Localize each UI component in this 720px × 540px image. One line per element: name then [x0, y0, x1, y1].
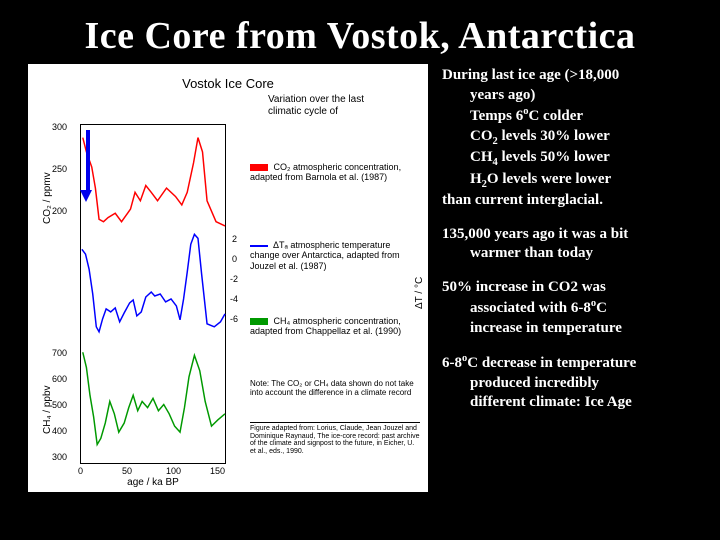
x-axis-label: age / ka BP [80, 477, 226, 488]
ytick-dt-3: -4 [230, 294, 238, 304]
legend-swatch-ch4 [250, 318, 268, 325]
legend-ch4: CH₄ atmospheric concentration, adapted f… [250, 316, 418, 337]
text-block-4: 6-8oC decrease in temperature produced i… [442, 352, 706, 413]
legend-text-co2: CO₂ atmospheric concentration, adapted f… [250, 162, 401, 182]
t3-l3: increase in temperature [442, 319, 706, 339]
ytick-dt-0: 2 [232, 234, 237, 244]
legend-text-dt: ΔTₐ atmospheric temperature change over … [250, 240, 400, 271]
legend-swatch-co2 [250, 164, 268, 171]
xtick-2: 100 [166, 466, 181, 476]
ytick-ch4-4: 300 [52, 452, 67, 462]
ytick-ch4-1: 600 [52, 374, 67, 384]
y-label-co2: CO₂ / ppmv [42, 172, 53, 224]
arrow-down-icon [80, 190, 92, 202]
t1-l5: CH4 levels 50% lower [442, 148, 706, 170]
arrow-shaft [86, 130, 90, 190]
xtick-1: 50 [122, 466, 132, 476]
ytick-ch4-3: 400 [52, 426, 67, 436]
t1-l4: CO2 levels 30% lower [442, 127, 706, 149]
slide-title: Ice Core from Vostok, Antarctica [0, 0, 720, 64]
ytick-ch4-0: 700 [52, 348, 67, 358]
t2-l2: warmer than today [442, 244, 706, 264]
t2-l1: 135,000 years ago it was a bit [442, 225, 706, 245]
content-row: Vostok Ice Core Variation over the last … [0, 64, 720, 532]
ytick-co2-0: 300 [52, 122, 67, 132]
text-panel: During last ice age (>18,000 years ago) … [442, 64, 706, 522]
t1-l2: years ago) [442, 86, 706, 106]
y-label-dt: ΔT / °C [414, 277, 425, 309]
plot-area [80, 124, 226, 464]
chart-panel: Vostok Ice Core Variation over the last … [28, 64, 428, 492]
t1-l1: During last ice age (>18,000 [442, 66, 706, 86]
chart-title: Vostok Ice Core [28, 76, 428, 91]
t4-l3: different climate: Ice Age [442, 393, 706, 413]
t4-l2: produced incredibly [442, 374, 706, 394]
chart-note: Note: The CO₂ or CH₄ data shown do not t… [250, 380, 420, 398]
ytick-co2-2: 200 [52, 206, 67, 216]
ytick-dt-2: -2 [230, 274, 238, 284]
chart-traces [81, 125, 225, 463]
legend-text-ch4: CH₄ atmospheric concentration, adapted f… [250, 316, 401, 336]
text-block-3: 50% increase in CO2 was associated with … [442, 278, 706, 339]
ytick-ch4-2: 500 [52, 400, 67, 410]
legend-line-dt [250, 245, 268, 247]
t4-l1: 6-8oC decrease in temperature [442, 352, 706, 374]
ytick-co2-1: 250 [52, 164, 67, 174]
t1-l7: than current interglacial. [442, 191, 706, 211]
t3-l1: 50% increase in CO2 was [442, 278, 706, 298]
t3-l2: associated with 6-8oC [442, 297, 706, 319]
legend-dt: ΔTₐ atmospheric temperature change over … [250, 240, 418, 271]
text-block-1: During last ice age (>18,000 years ago) … [442, 66, 706, 211]
text-block-2: 135,000 years ago it was a bit warmer th… [442, 225, 706, 264]
ytick-dt-1: 0 [232, 254, 237, 264]
legend-co2: CO₂ atmospheric concentration, adapted f… [250, 162, 418, 183]
chart-subtitle: Variation over the last climatic cycle o… [268, 94, 388, 117]
ytick-dt-4: -6 [230, 314, 238, 324]
xtick-0: 0 [78, 466, 83, 476]
chart-citation: Figure adapted from: Lorius, Claude, Jea… [250, 422, 420, 456]
t1-l3: Temps 6oC colder [442, 105, 706, 127]
t1-l6: H2O levels were lower [442, 170, 706, 192]
xtick-3: 150 [210, 466, 225, 476]
